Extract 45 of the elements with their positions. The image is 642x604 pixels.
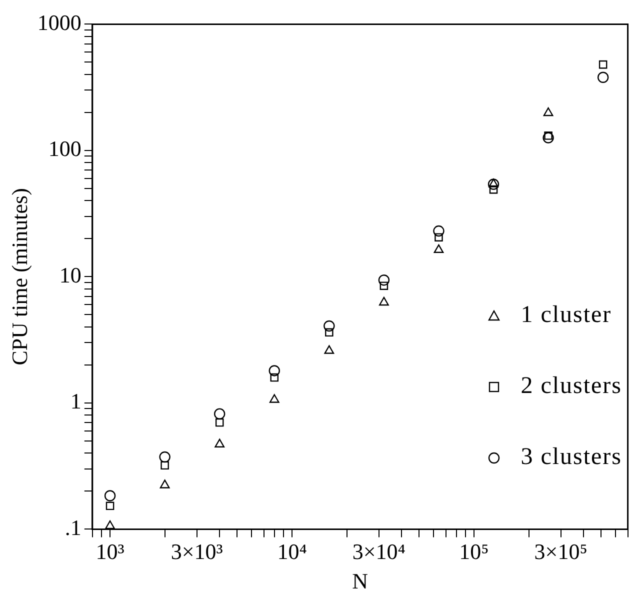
point — [214, 438, 225, 448]
point — [104, 490, 116, 502]
point — [488, 178, 498, 188]
point — [378, 274, 390, 286]
x-tick-label: 3×10⁴ — [352, 539, 406, 564]
point — [215, 418, 224, 427]
y-tick-label: 100 — [48, 136, 82, 162]
point — [324, 345, 334, 354]
y-tick-label: .1 — [64, 514, 82, 540]
y-tick-label: 1 — [70, 388, 82, 414]
point — [489, 185, 498, 194]
legend-label: 3 clusters — [520, 444, 622, 471]
point — [597, 72, 609, 83]
legend-label: 2 clusters — [520, 373, 622, 400]
point — [324, 320, 335, 332]
x-tick-label: 10³ — [96, 539, 125, 564]
x-axis-title: N — [352, 568, 368, 594]
x-tick-label: 3×10⁵ — [534, 539, 588, 564]
point — [106, 502, 114, 510]
y-axis-title: CPU time (minutes) — [6, 188, 32, 366]
point — [598, 60, 608, 69]
point — [379, 296, 389, 306]
y-tick-label: 10 — [59, 262, 82, 288]
legend-label: 1 cluster — [520, 302, 612, 329]
x-tick-label: 10⁵ — [459, 539, 489, 564]
point — [269, 394, 280, 403]
point — [433, 225, 444, 237]
point — [105, 520, 115, 530]
point — [488, 178, 500, 190]
point — [160, 461, 169, 470]
point — [325, 328, 334, 337]
point — [160, 480, 170, 488]
point — [543, 107, 554, 116]
y-tick-label: 1000 — [37, 10, 82, 35]
point — [268, 365, 280, 376]
point — [434, 233, 443, 242]
point — [542, 132, 554, 144]
point — [214, 408, 226, 420]
point — [380, 282, 388, 290]
x-tick-label: 10⁴ — [277, 539, 308, 564]
point — [434, 244, 444, 254]
x-tick-label: 3×10³ — [170, 539, 224, 564]
point — [159, 451, 170, 463]
point — [544, 132, 552, 140]
point — [270, 373, 279, 382]
